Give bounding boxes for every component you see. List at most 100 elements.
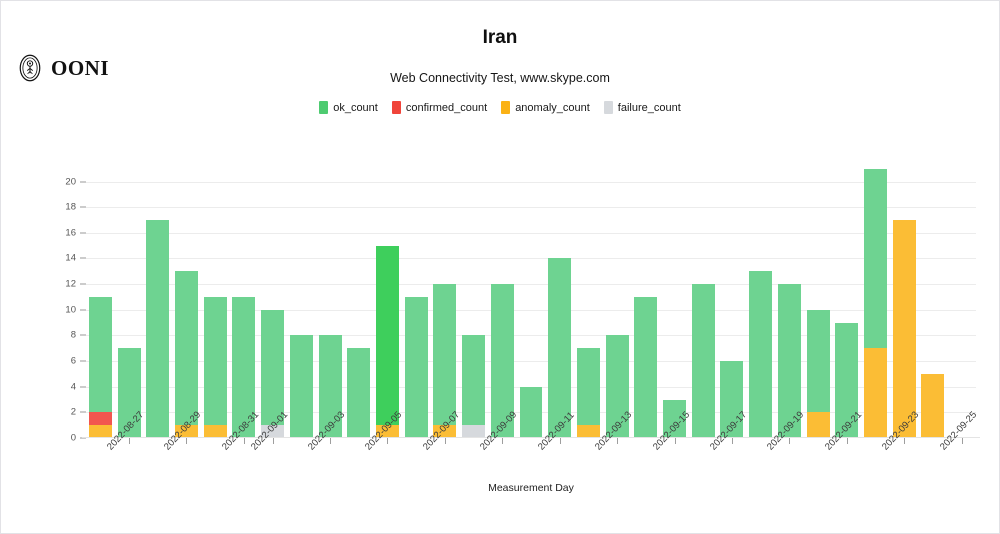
y-axis-tick-dash [80, 411, 86, 413]
bar-column[interactable] [720, 361, 744, 438]
x-axis-tickmark [243, 438, 245, 444]
y-axis-tick-dash [80, 386, 86, 388]
bar-column[interactable] [289, 335, 313, 438]
y-axis-tick-label: 8 [70, 329, 76, 341]
x-axis-baseline [82, 437, 980, 438]
x-axis-tickmark [904, 438, 906, 444]
y-axis-tick-dash [80, 334, 86, 336]
bar-column[interactable] [175, 271, 198, 438]
bar-column[interactable] [232, 296, 256, 438]
x-axis-tickmark [186, 438, 188, 444]
bar-column[interactable] [663, 399, 687, 438]
y-axis-tick-dash [80, 437, 86, 439]
ooni-brand: OONI [15, 53, 109, 83]
bar-segment-ok_count [88, 296, 112, 413]
bar-column[interactable] [605, 335, 629, 438]
chart-title: Iran [482, 27, 518, 48]
bar-column[interactable] [261, 309, 285, 438]
legend-swatch-ok_count-icon [319, 101, 329, 114]
y-axis-tick-label: 18 [65, 201, 76, 213]
bar-segment-ok_count [347, 348, 371, 438]
bar-segment-ok_count [835, 322, 859, 438]
y-axis-tick-dash [80, 181, 86, 183]
x-axis-tickmarks [86, 438, 976, 445]
chart-legend: ok_count confirmed_count anomaly_count fail… [1, 101, 999, 114]
bar-segment-confirmed_count [88, 412, 112, 426]
y-axis-tick: 4 [1, 381, 86, 392]
bar-column[interactable] [892, 220, 916, 438]
bar-segment-anomaly_count [864, 348, 887, 438]
bar-column[interactable] [146, 220, 170, 438]
bar-segment-ok_count [605, 335, 629, 438]
legend-swatch-failure_count-icon [603, 101, 613, 114]
bar-column[interactable] [347, 348, 371, 438]
bar-column[interactable] [490, 284, 514, 438]
y-axis-tick: 16 [1, 227, 86, 238]
bar-segment-ok_count [261, 309, 285, 426]
bar-segment-ok_count [375, 245, 399, 426]
bar-column[interactable] [576, 348, 600, 438]
y-axis-tick-label: 6 [70, 355, 76, 367]
legend-label: ok_count [333, 101, 378, 114]
legend-item-confirmed_count[interactable]: confirmed_count [391, 101, 487, 114]
bar-column[interactable] [691, 284, 715, 438]
x-axis-tickmark [846, 438, 848, 444]
bar-segment-ok_count [864, 168, 887, 349]
bar-segment-ok_count [691, 284, 715, 438]
bar-segment-failure_count [261, 425, 285, 438]
y-axis-tick-label: 0 [70, 432, 76, 444]
bar-column[interactable] [835, 322, 859, 438]
bar-segment-ok_count [232, 296, 256, 438]
x-axis-tickmark [617, 438, 619, 444]
y-axis-tick-label: 2 [70, 406, 76, 418]
bar-column[interactable] [117, 348, 141, 438]
bar-column[interactable] [864, 168, 887, 438]
bar-column[interactable] [634, 296, 658, 438]
y-axis-tick: 6 [1, 356, 86, 367]
bar-column[interactable] [921, 373, 945, 438]
bar-series-group [86, 161, 976, 438]
bar-column[interactable] [548, 258, 572, 438]
x-axis-tickmark [387, 438, 389, 444]
bar-segment-anomaly_count [806, 412, 830, 438]
bar-column[interactable] [806, 309, 830, 438]
y-axis-tick: 18 [1, 202, 86, 213]
y-axis-tick: 20 [1, 176, 86, 187]
legend-label: anomaly_count [515, 101, 590, 114]
ooni-wordmark: OONI [51, 55, 110, 80]
bar-column[interactable] [519, 386, 543, 438]
bar-column[interactable] [203, 296, 227, 438]
y-axis-tick: 10 [1, 304, 86, 315]
bar-segment-ok_count [203, 296, 227, 426]
legend-item-failure_count[interactable]: failure_count [603, 101, 681, 114]
bar-segment-ok_count [548, 258, 572, 438]
plot-area [82, 161, 980, 438]
bar-column[interactable] [749, 271, 773, 438]
x-axis-tickmark [129, 438, 131, 444]
legend-item-anomaly_count[interactable]: anomaly_count [501, 101, 590, 114]
bar-column[interactable] [318, 335, 342, 438]
bar-column[interactable] [777, 284, 801, 438]
bar-column[interactable] [462, 335, 486, 438]
y-axis-tick-label: 4 [70, 381, 76, 393]
bar-column[interactable] [88, 296, 112, 438]
bar-segment-anomaly_count [375, 425, 399, 438]
y-axis-tick: 14 [1, 253, 86, 264]
y-axis-tick-dash [80, 232, 86, 234]
bar-column[interactable] [375, 245, 399, 438]
bar-column[interactable] [433, 284, 457, 438]
bar-segment-ok_count [663, 399, 687, 438]
legend-swatch-confirmed_count-icon [391, 101, 401, 114]
bar-column[interactable] [404, 296, 428, 438]
y-axis-tick: 0 [1, 433, 86, 444]
x-axis-tickmark [674, 438, 676, 444]
bar-segment-anomaly_count [576, 425, 600, 438]
x-axis-tickmark [272, 438, 274, 444]
y-axis-tick-label: 16 [65, 227, 76, 239]
y-axis-tick-label: 14 [65, 252, 76, 264]
legend-item-ok_count[interactable]: ok_count [319, 101, 378, 114]
bar-segment-ok_count [289, 335, 313, 438]
x-axis-tickmark [961, 438, 963, 444]
bar-segment-failure_count [462, 425, 486, 438]
